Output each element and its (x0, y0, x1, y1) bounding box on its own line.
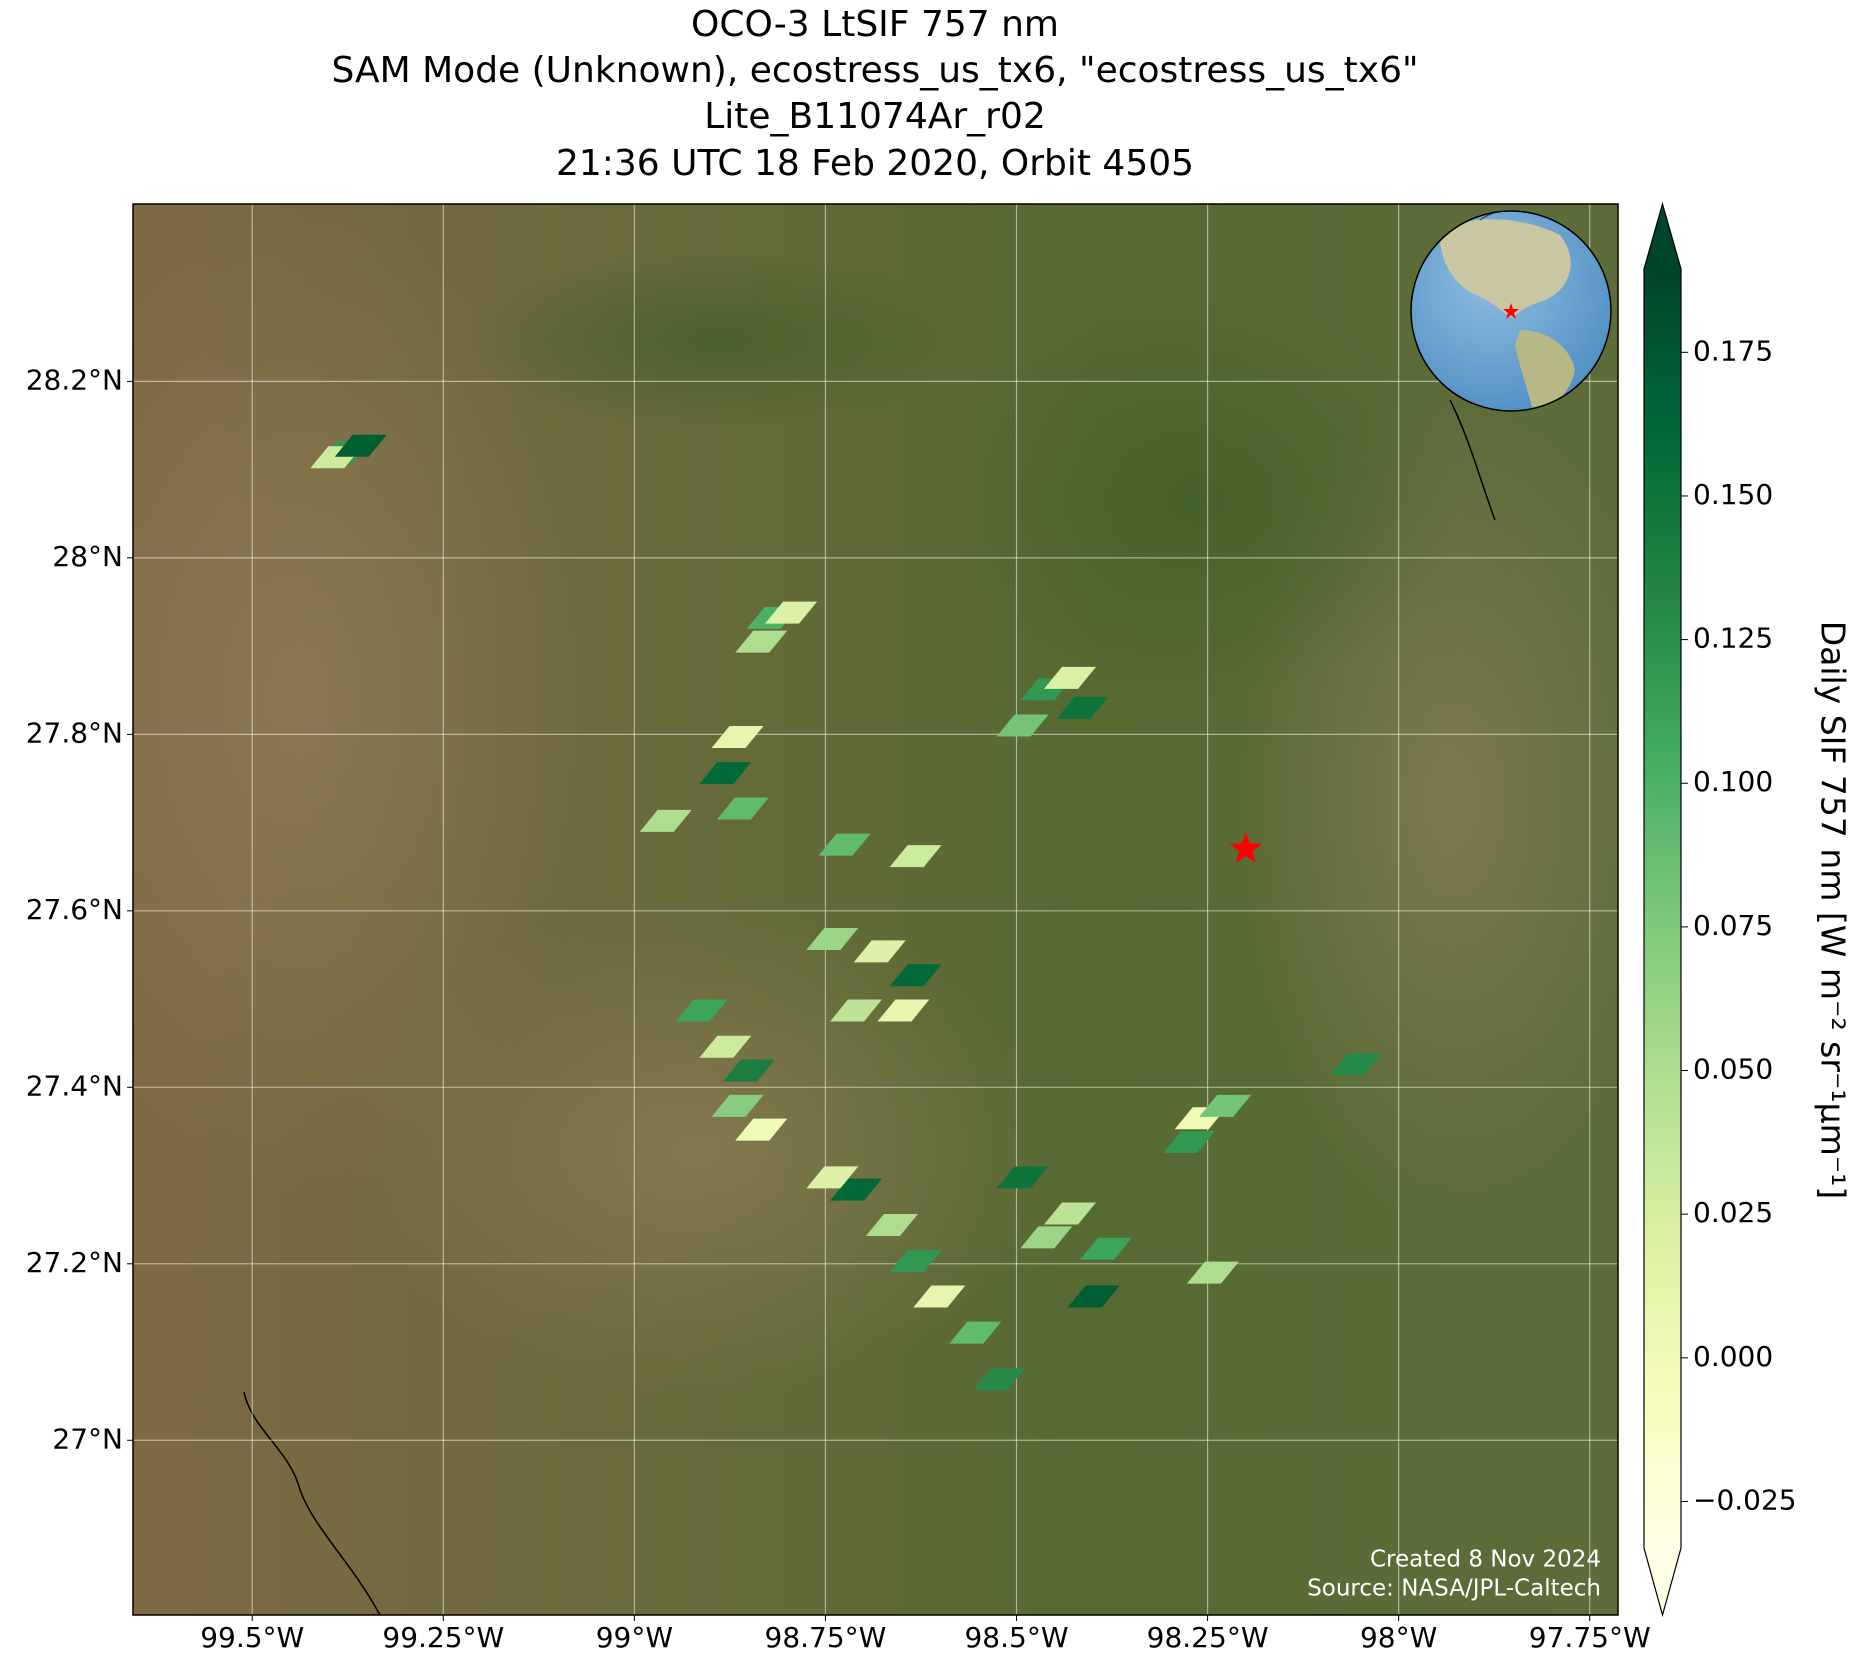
y-tick-label: 28.2°N (26, 363, 123, 396)
sounding (1044, 1202, 1097, 1225)
x-tick-label: 98.75°W (765, 1621, 887, 1654)
sounding (711, 1094, 764, 1117)
y-tick-label: 27.6°N (26, 893, 123, 926)
globe-marker (1503, 303, 1519, 319)
y-tick-label: 27.8°N (26, 716, 123, 749)
x-tick-label: 99.5°W (200, 1621, 304, 1654)
sounding (723, 1059, 776, 1082)
sounding (1056, 696, 1109, 719)
colorbar-scale (1644, 269, 1681, 1548)
sounding (830, 1178, 883, 1201)
subtitle: SAM Mode (Unknown), ecostress_us_tx6, "e… (331, 50, 1418, 91)
target-marker (1229, 832, 1262, 863)
sounding (996, 1166, 1049, 1189)
x-tick-label: 97.75°W (1529, 1621, 1651, 1654)
x-tick-label: 98°W (1360, 1621, 1437, 1654)
colorbar: −0.025 0.000 0.025 0.050 0.075 0.100 0.125 0.15… (1643, 201, 1797, 1618)
colorbar-tick-label: 0.000 (1693, 1340, 1773, 1373)
sounding (972, 1368, 1025, 1391)
map-frame (132, 203, 1619, 1616)
x-tick-label: 98.25°W (1147, 1621, 1269, 1654)
product: Lite_B11074Ar_r02 (704, 96, 1046, 137)
sounding (1199, 1094, 1252, 1117)
grid (133, 204, 1618, 1615)
sounding (853, 940, 906, 963)
sounding (806, 1166, 859, 1189)
sounding (711, 725, 764, 748)
colorbar-extend-min (1644, 1548, 1681, 1615)
sounding (334, 434, 387, 457)
sounding (865, 1213, 918, 1236)
sounding (806, 928, 859, 951)
colorbar-tick-label: 0.025 (1693, 1196, 1773, 1229)
dry-area (350, 900, 1050, 1400)
colorbar-tick-label: 0.050 (1693, 1053, 1773, 1086)
north-america (1439, 219, 1571, 318)
colorbar-extend-max (1644, 204, 1681, 269)
sounding (1163, 1131, 1216, 1154)
sounding (1079, 1237, 1132, 1260)
dry-area (133, 204, 600, 1200)
colorbar-tick-label: 0.125 (1693, 622, 1773, 655)
sounding (1044, 666, 1097, 689)
y-tick-label: 28°N (52, 540, 123, 573)
title: OCO-3 LtSIF 757 nm (691, 4, 1059, 45)
sounding (735, 1118, 788, 1141)
sounding (996, 714, 1049, 737)
sounding (877, 999, 930, 1022)
sounding (1186, 1261, 1239, 1284)
colorbar-tick-label: 0.175 (1693, 334, 1773, 367)
credit: Created 8 Nov 2024 (1370, 1547, 1601, 1573)
sounding (639, 809, 692, 832)
sounding (830, 999, 883, 1022)
sounding (889, 1250, 942, 1273)
sounding (1067, 1285, 1120, 1308)
colorbar-label: Daily SIF 757 nm [W m⁻² sr⁻¹μm⁻¹] (1814, 621, 1853, 1200)
time: 21:36 UTC 18 Feb 2020, Orbit 4505 (556, 143, 1194, 184)
globe-inset (1410, 210, 1612, 412)
border (243, 1391, 381, 1615)
sounding (699, 1035, 752, 1058)
sounding (949, 1321, 1002, 1344)
river-valley (460, 250, 980, 430)
colorbar-tick-label: 0.100 (1693, 765, 1773, 798)
colorbar-tick-label: 0.150 (1693, 478, 1773, 511)
basemap (133, 204, 1618, 1615)
sounding (1329, 1053, 1382, 1076)
colorbar-outline (1643, 201, 1682, 1618)
y-tick-label: 27.2°N (26, 1246, 123, 1279)
y-tick-label: 27°N (52, 1422, 123, 1455)
sounding (889, 845, 942, 868)
sounding (913, 1285, 966, 1308)
sounding (1020, 1226, 1073, 1249)
sounding (675, 999, 728, 1022)
colorbar-tick-label: −0.025 (1693, 1483, 1797, 1516)
soundings (310, 434, 1382, 1391)
sounding (716, 797, 769, 820)
credit: Source: NASA/JPL-Caltech (1307, 1576, 1601, 1602)
sounding (735, 630, 788, 653)
x-tick-label: 98.5°W (964, 1621, 1068, 1654)
x-tick-label: 99.25°W (382, 1621, 504, 1654)
sounding (699, 762, 752, 785)
colorbar-tick-label: 0.075 (1693, 909, 1773, 942)
y-tick-label: 27.4°N (26, 1069, 123, 1102)
sounding (818, 833, 871, 856)
coastline (1449, 399, 1496, 521)
sounding (889, 964, 942, 987)
sounding (765, 601, 818, 624)
vegetation (940, 300, 1460, 700)
x-tick-label: 99°W (596, 1621, 673, 1654)
globe-outline (1410, 210, 1612, 412)
